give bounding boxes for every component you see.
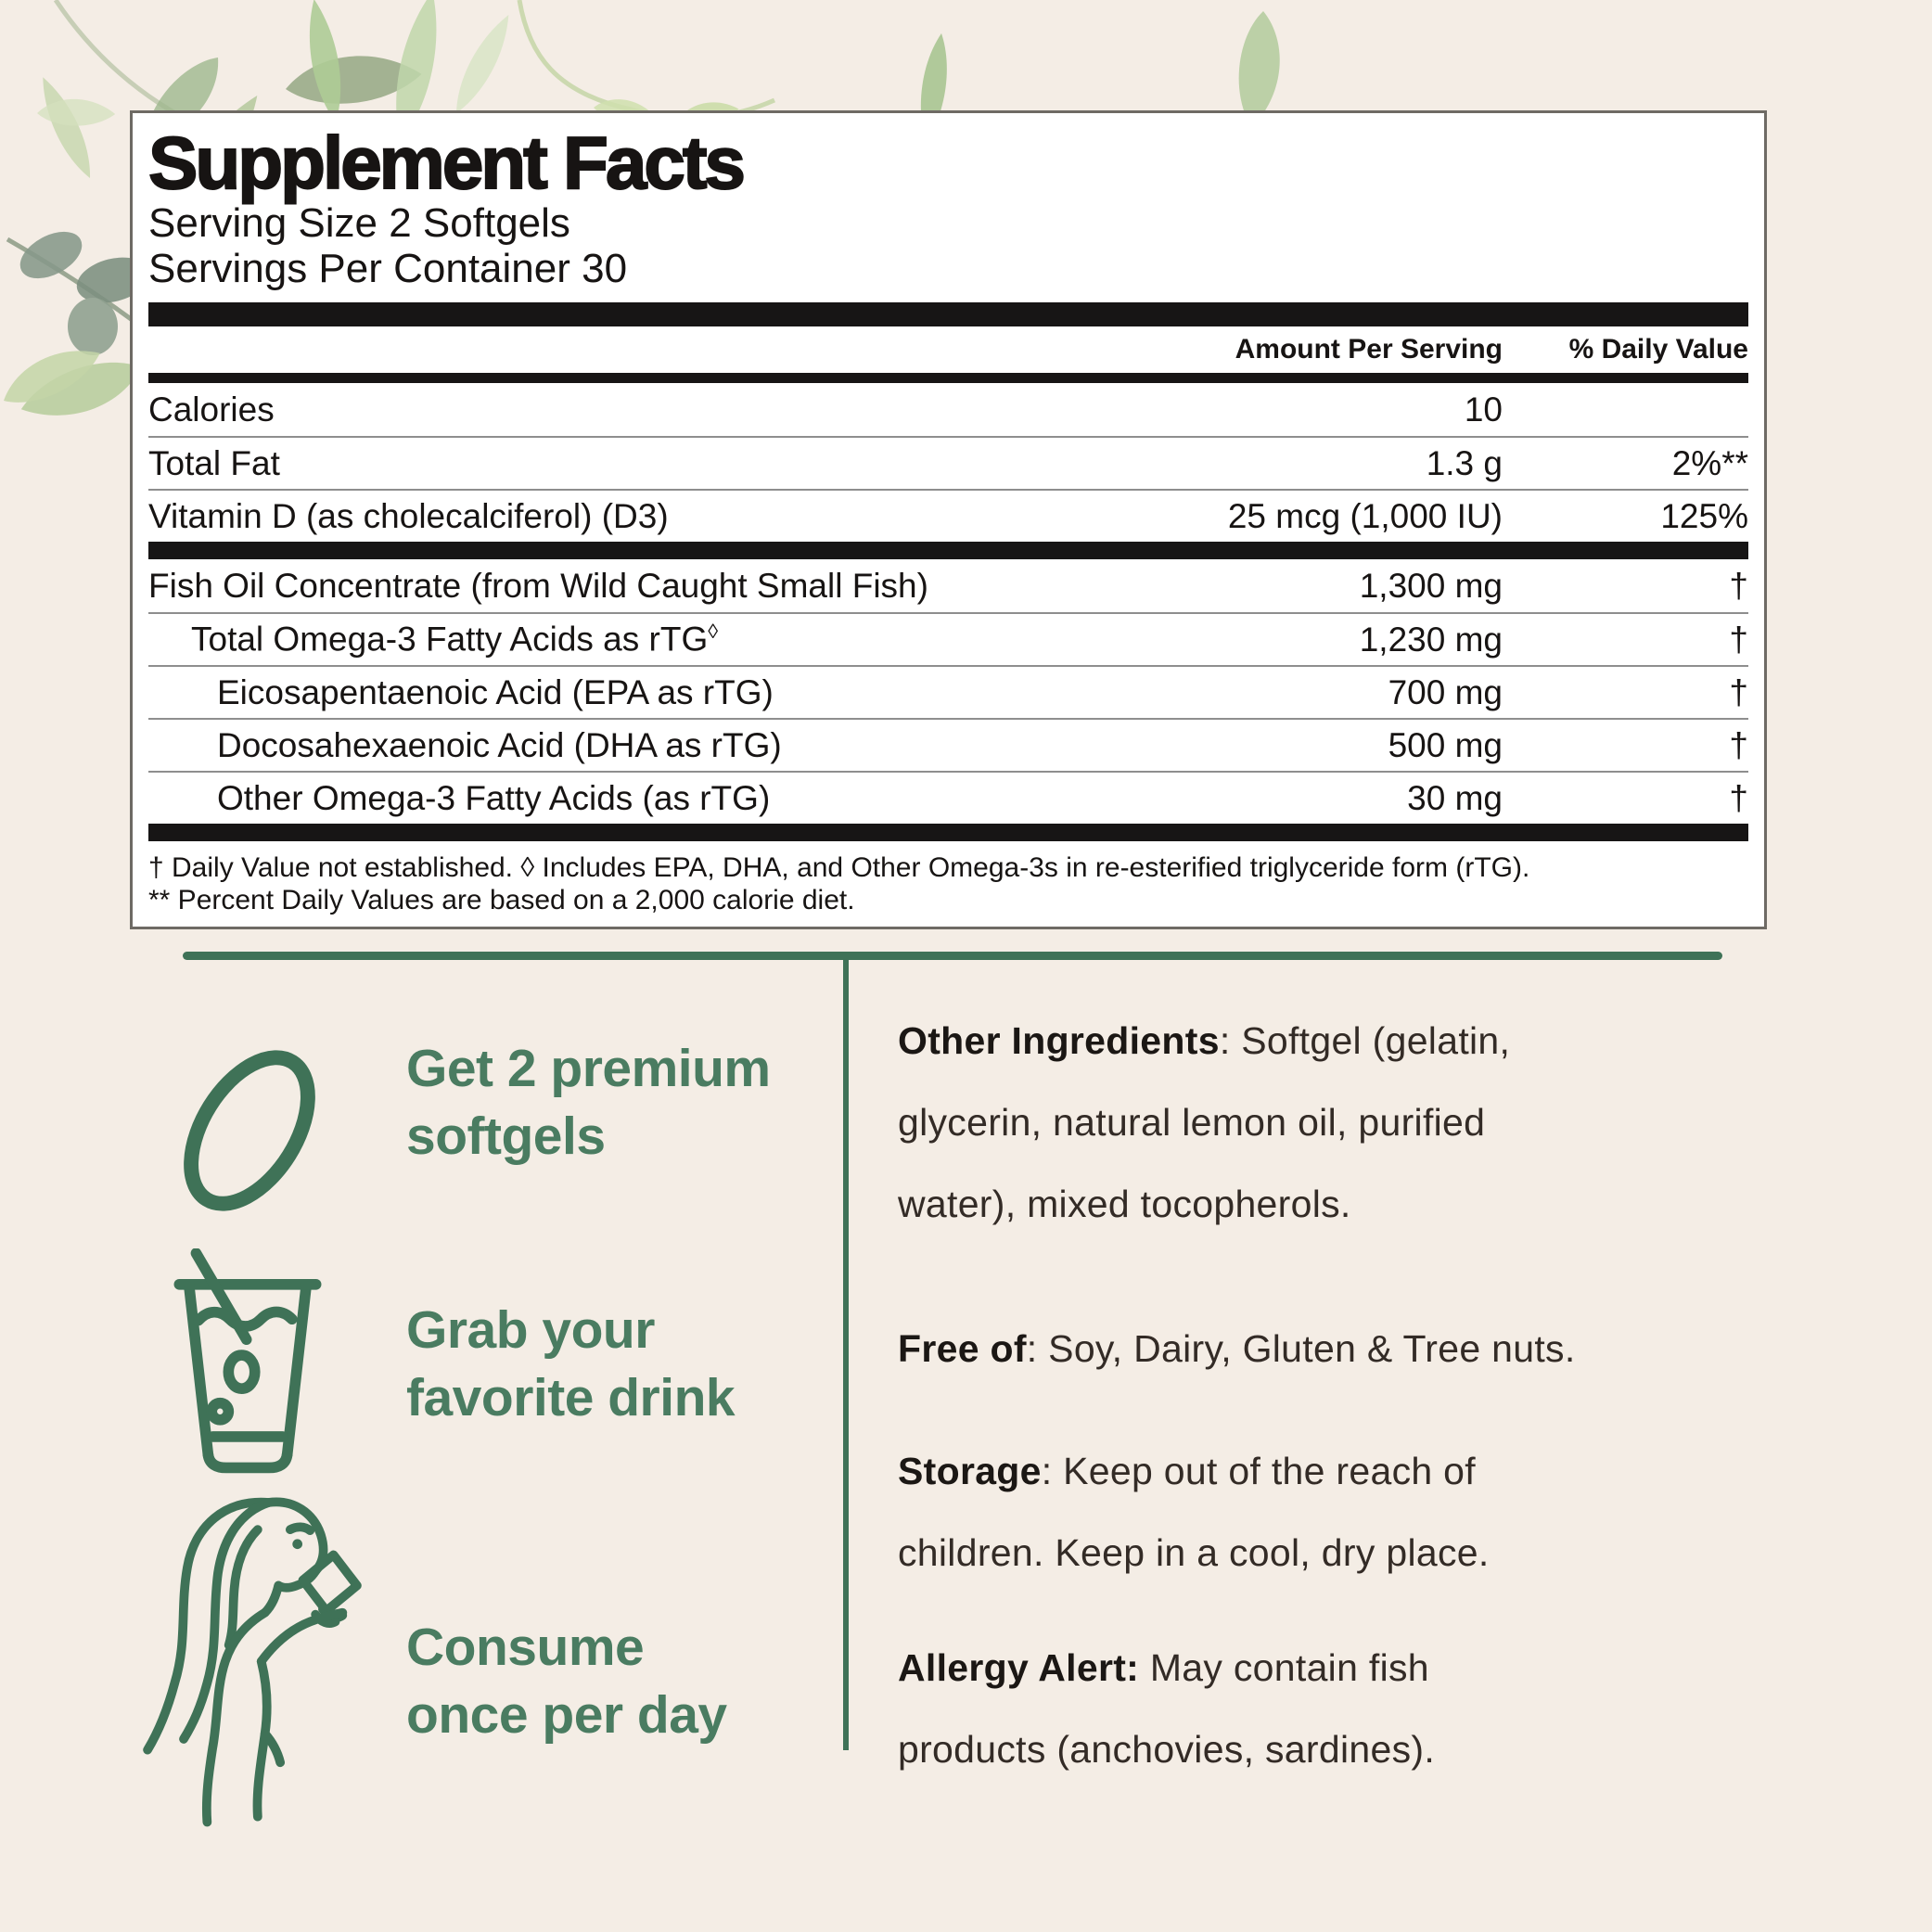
row-label: Fish Oil Concentrate (from Wild Caught S… <box>148 566 928 605</box>
row-amount: 700 mg <box>1388 672 1503 711</box>
row-label: Docosahexaenoic Acid (DHA as rTG) <box>217 725 782 764</box>
step-consume-daily: Consume once per day <box>406 1618 727 1745</box>
thick-divider-bar <box>148 302 1748 326</box>
horizontal-divider <box>183 952 1722 960</box>
row-label: Eicosapentaenoic Acid (EPA as rTG) <box>217 672 774 711</box>
drink-glass-icon <box>173 1248 322 1474</box>
allergy-alert-text: Allergy Alert: May contain fish products… <box>898 1646 1436 1771</box>
table-row-other-omega3: Other Omega-3 Fatty Acids (as rTG) 30 mg… <box>148 771 1748 824</box>
table-row-epa: Eicosapentaenoic Acid (EPA as rTG) 700 m… <box>148 665 1748 718</box>
row-daily-value: 125% <box>1660 496 1748 535</box>
step-grab-drink: Grab your favorite drink <box>406 1300 736 1427</box>
footnotes: † Daily Value not established. ◊ Include… <box>148 851 1748 916</box>
softgel-icon <box>184 1050 315 1211</box>
vertical-divider <box>843 952 849 1750</box>
table-row-dha: Docosahexaenoic Acid (DHA as rTG) 500 mg… <box>148 718 1748 771</box>
servings-per-container: Servings Per Container 30 <box>148 246 628 291</box>
row-daily-value: † <box>1729 778 1748 817</box>
header-daily-value: % Daily Value <box>1568 334 1748 365</box>
row-daily-value: † <box>1729 672 1748 711</box>
serving-size: Serving Size 2 Softgels <box>148 200 570 246</box>
footnote-daily-value: † Daily Value not established. ◊ Include… <box>148 852 1530 883</box>
row-label: Vitamin D (as cholecalciferol) (D3) <box>148 496 669 535</box>
table-row-fish-oil: Fish Oil Concentrate (from Wild Caught S… <box>148 559 1748 612</box>
free-of-text: Free of: Soy, Dairy, Gluten & Tree nuts. <box>898 1327 1576 1370</box>
table-row-vitamin-d: Vitamin D (as cholecalciferol) (D3) 25 m… <box>148 489 1748 542</box>
row-amount: 25 mcg (1,000 IU) <box>1227 496 1503 535</box>
supplement-facts-panel: Supplement Facts Serving Size 2 Softgels… <box>130 110 1767 929</box>
row-amount: 10 <box>1464 390 1503 429</box>
step-get-softgels: Get 2 premium softgels <box>406 1039 771 1166</box>
storage-text: Storage: Keep out of the reach of childr… <box>898 1450 1490 1574</box>
other-ingredients-text: Other Ingredients: Softgel (gelatin, gly… <box>898 1019 1511 1225</box>
row-label: Other Omega-3 Fatty Acids (as rTG) <box>217 778 771 817</box>
woman-drinking-icon <box>143 1497 362 1827</box>
thick-divider-bar <box>148 542 1748 559</box>
row-amount: 1,230 mg <box>1359 620 1503 659</box>
table-row-total-fat: Total Fat 1.3 g 2%** <box>148 436 1748 489</box>
row-amount: 1.3 g <box>1426 443 1503 482</box>
row-amount: 1,300 mg <box>1359 566 1503 605</box>
thick-divider-bar <box>148 824 1748 841</box>
medium-divider-bar <box>148 373 1748 383</box>
panel-title: Supplement Facts <box>147 122 747 204</box>
diamond-footnote-mark: ◊ <box>708 620 719 644</box>
table-row-calories: Calories 10 <box>148 383 1748 436</box>
row-amount: 30 mg <box>1407 778 1503 817</box>
row-daily-value: 2%** <box>1671 443 1748 482</box>
row-label: Total Omega-3 Fatty Acids as rTG◊ <box>191 620 719 659</box>
row-daily-value: † <box>1729 566 1748 605</box>
table-row-total-omega3: Total Omega-3 Fatty Acids as rTG◊ 1,230 … <box>148 612 1748 665</box>
footnote-percent-dv: ** Percent Daily Values are based on a 2… <box>148 885 855 915</box>
table-header-row: Amount Per Serving % Daily Value <box>148 326 1748 373</box>
row-daily-value: † <box>1729 725 1748 764</box>
row-amount: 500 mg <box>1388 725 1503 764</box>
header-amount-per-serving: Amount Per Serving <box>1235 334 1503 365</box>
row-label: Total Fat <box>148 443 280 482</box>
row-daily-value: † <box>1729 620 1748 659</box>
row-label: Calories <box>148 390 275 429</box>
